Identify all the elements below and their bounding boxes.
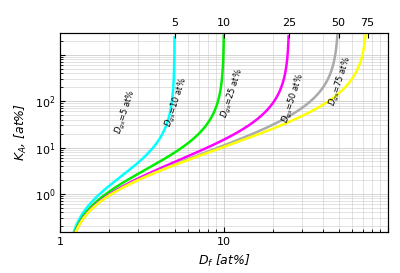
X-axis label: $D_f$ [at%]: $D_f$ [at%] [198,253,250,269]
Text: $D_{gs}$=5 at%: $D_{gs}$=5 at% [113,88,140,136]
Y-axis label: $K_{A}$, [at%]: $K_{A}$, [at%] [13,103,29,161]
Text: $D_{gs}$=10 at%: $D_{gs}$=10 at% [162,76,191,129]
Text: $D_{gs}$=50 at%: $D_{gs}$=50 at% [280,72,308,125]
Text: $D_{gs}$=25 at%: $D_{gs}$=25 at% [218,66,247,120]
Text: $D_{gs}$=75 at%: $D_{gs}$=75 at% [326,55,355,108]
